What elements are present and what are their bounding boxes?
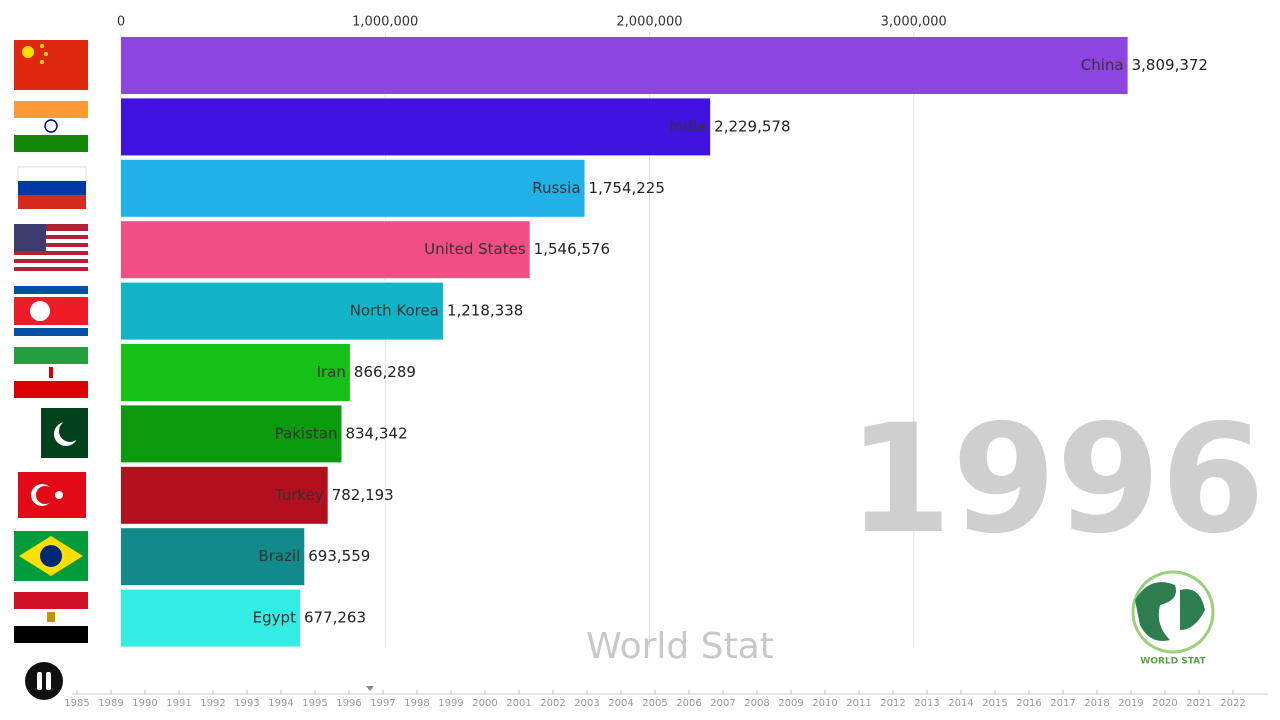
- timeline-year: 2010: [812, 698, 837, 709]
- timeline-year: 2012: [880, 698, 905, 709]
- bar-category: Egypt: [253, 609, 296, 627]
- bar: [121, 159, 585, 217]
- timeline-year: 2020: [1152, 698, 1177, 709]
- bar: [121, 589, 300, 647]
- timeline-year: 1999: [438, 698, 463, 709]
- bar: [121, 405, 342, 463]
- bar-category: Pakistan: [275, 424, 338, 442]
- x-tick-label: 0: [117, 15, 125, 30]
- watermark: World Stat: [586, 626, 774, 667]
- timeline-year: 1996: [336, 698, 361, 709]
- value-label: 1,754,225: [589, 179, 665, 197]
- timeline-year: 1994: [268, 698, 293, 709]
- x-tick-label: 1,000,000: [352, 15, 418, 30]
- value-label: 677,263: [304, 609, 366, 627]
- timeline-year: 1995: [302, 698, 327, 709]
- bar-category: United States: [424, 240, 526, 258]
- timeline-year: 1991: [166, 698, 191, 709]
- x-tick-label: 2,000,000: [616, 15, 682, 30]
- timeline-year: 2019: [1118, 698, 1143, 709]
- timeline-year: 1993: [234, 698, 259, 709]
- timeline-year: 2007: [710, 698, 735, 709]
- value-label: 3,809,372: [1132, 56, 1208, 74]
- flags: [14, 40, 88, 643]
- timeline-year: 2008: [744, 698, 769, 709]
- timeline-year: 1997: [370, 698, 395, 709]
- bar: [121, 466, 328, 524]
- timeline-year: 2004: [608, 698, 633, 709]
- bar-category: Turkey: [274, 486, 324, 504]
- logo-text: WORLD STAT: [1140, 657, 1206, 667]
- bar-category: Iran: [317, 363, 346, 381]
- timeline-year: 2005: [642, 698, 667, 709]
- timeline-year: 2000: [472, 698, 497, 709]
- timeline-year: 2016: [1016, 698, 1041, 709]
- bar: [121, 98, 711, 156]
- timeline-year: 2014: [948, 698, 973, 709]
- timeline-year: 1992: [200, 698, 225, 709]
- value-label: 834,342: [345, 424, 407, 442]
- timeline[interactable]: 1985 1989 1990 1991 1992 1993 1994 1995 1996 1997…: [64, 686, 1268, 709]
- bar: [121, 221, 530, 279]
- value-label: 1,546,576: [534, 240, 610, 258]
- timeline-year: 2001: [506, 698, 531, 709]
- value-label: 866,289: [354, 363, 416, 381]
- bar: [121, 282, 443, 340]
- timeline-year: 2018: [1084, 698, 1109, 709]
- timeline-year: 2017: [1050, 698, 1075, 709]
- timeline-year: 2013: [914, 698, 939, 709]
- pause-button[interactable]: [25, 662, 63, 700]
- timeline-year: 2002: [540, 698, 565, 709]
- bar-category: North Korea: [350, 302, 439, 320]
- bar-category: Russia: [532, 179, 580, 197]
- timeline-year: 1985: [64, 698, 89, 709]
- timeline-year: 2021: [1186, 698, 1211, 709]
- timeline-marker: [366, 686, 374, 691]
- x-tick-label: 3,000,000: [881, 15, 947, 30]
- bar-category: Brazil: [258, 547, 300, 565]
- timeline-year: 1989: [98, 698, 123, 709]
- timeline-year: 2015: [982, 698, 1007, 709]
- timeline-year: 2006: [676, 698, 701, 709]
- timeline-year: 1990: [132, 698, 157, 709]
- value-label: 1,218,338: [447, 302, 523, 320]
- timeline-year: 2022: [1220, 698, 1245, 709]
- value-label: 2,229,578: [714, 117, 790, 135]
- bar: [121, 37, 1128, 94]
- year-label: 1996: [848, 393, 1265, 567]
- timeline-year: 2003: [574, 698, 599, 709]
- bar: [121, 344, 350, 401]
- bars: China 3,809,372 India 2,229,578 Russia 1,754,…: [121, 37, 1208, 647]
- logo: WORLD STAT: [1131, 570, 1215, 667]
- bar-category: China: [1081, 56, 1124, 74]
- bar: [121, 528, 305, 586]
- value-label: 782,193: [332, 486, 394, 504]
- value-label: 693,559: [308, 547, 370, 565]
- timeline-year: 2009: [778, 698, 803, 709]
- timeline-year: 2011: [846, 698, 871, 709]
- timeline-year: 1998: [404, 698, 429, 709]
- bar-category: India: [669, 117, 706, 135]
